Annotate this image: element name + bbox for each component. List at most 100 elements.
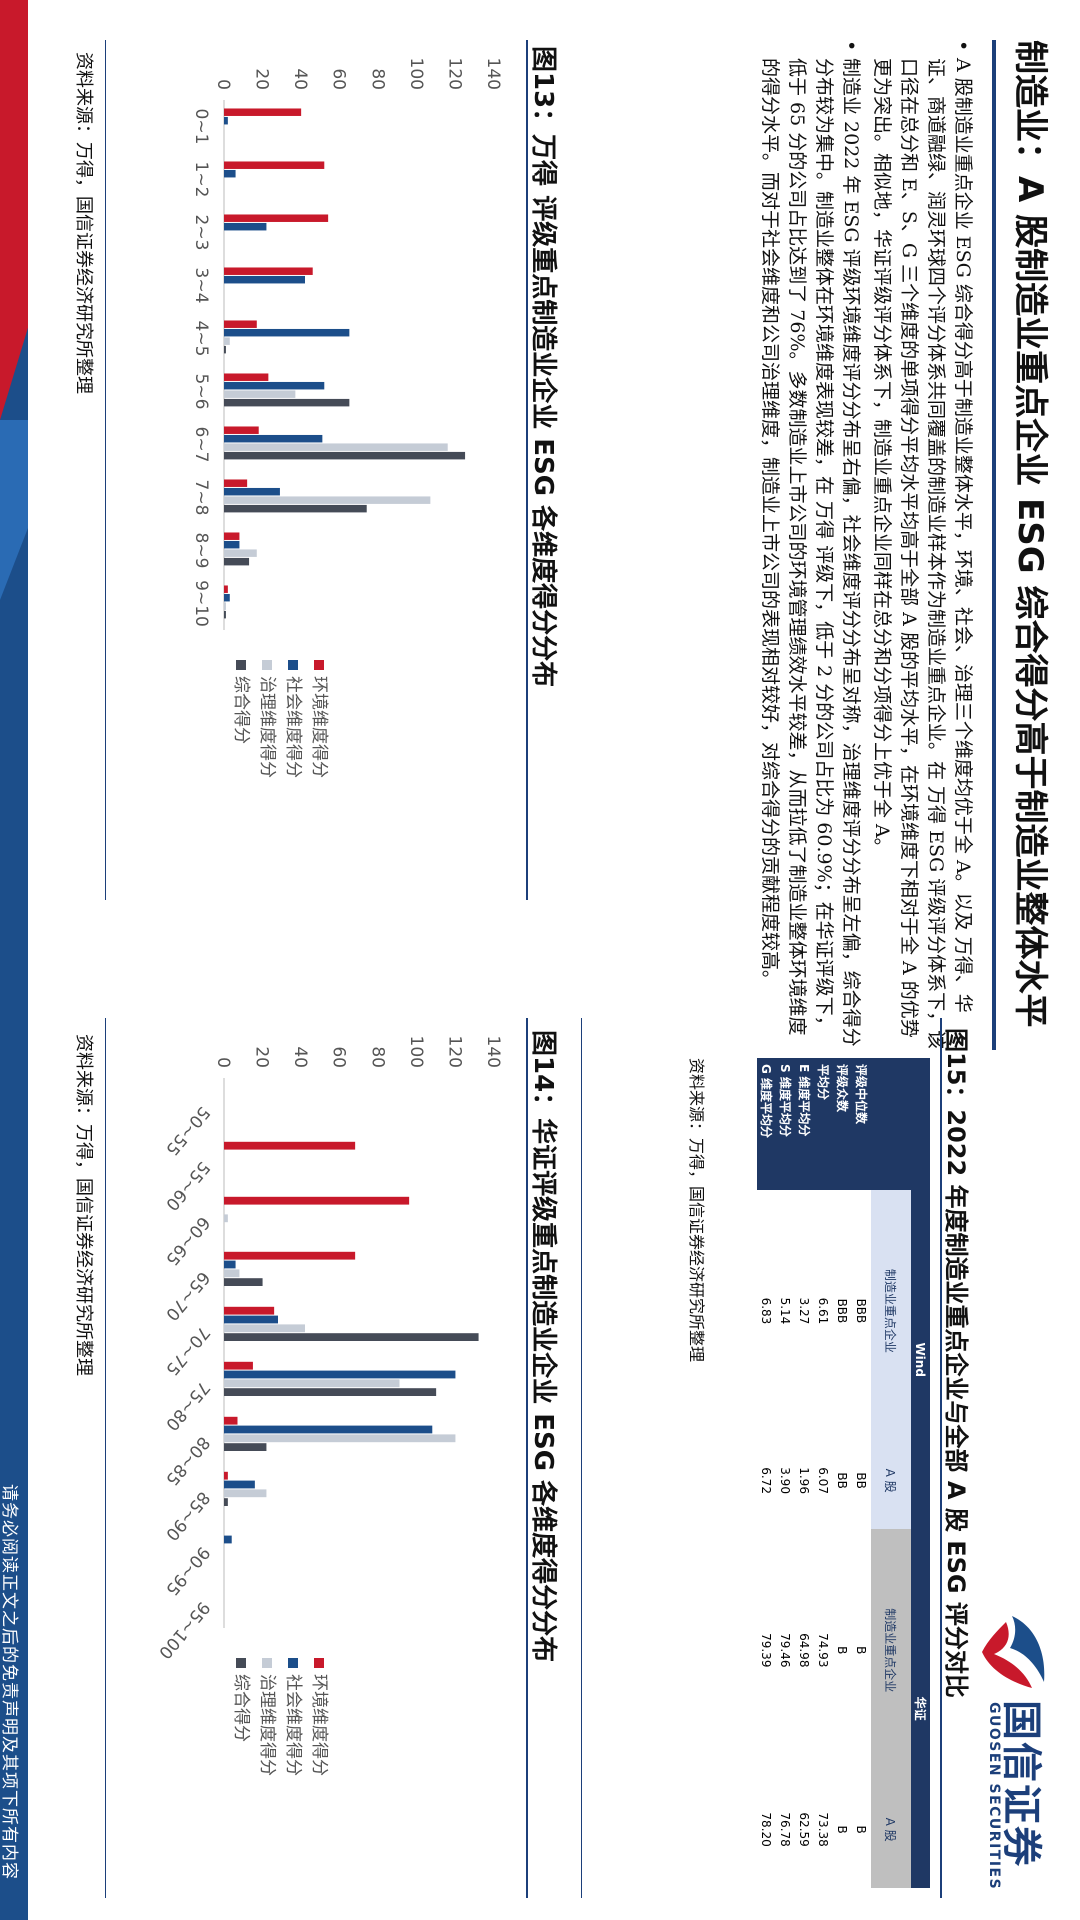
bar bbox=[224, 487, 280, 496]
bar bbox=[223, 108, 302, 116]
bar bbox=[224, 1370, 456, 1379]
bar bbox=[223, 532, 240, 540]
table-cell: B bbox=[854, 1646, 869, 1655]
table-cell: 78.20 bbox=[759, 1812, 774, 1847]
y-tick-label: 100 bbox=[406, 58, 426, 90]
bar bbox=[224, 1388, 437, 1397]
table-cell: 79.46 bbox=[778, 1633, 793, 1668]
table-subheader-row: 制造业重点企业 A 股 制造业重点企业 A 股 bbox=[871, 1058, 911, 1888]
bar bbox=[224, 1535, 232, 1544]
bar bbox=[224, 1324, 305, 1333]
y-tick-label: 140 bbox=[483, 58, 503, 90]
fig14-title: 图14：华证评级重点制造业企业 ESG 各维度得分分布 bbox=[528, 1030, 558, 1663]
bar bbox=[223, 540, 240, 549]
bar bbox=[224, 585, 228, 593]
bar bbox=[224, 390, 296, 398]
table-cell: 73.38 bbox=[816, 1812, 831, 1847]
table-cell: 6.61 bbox=[816, 1297, 831, 1325]
fig13-chart: 0 20 40 60 80 100 120 140 0~1 1~2 2~3 3~4 4~5 5~6 6~7 7… bbox=[191, 58, 503, 778]
bar bbox=[224, 116, 228, 125]
table-row: 评级众数 BBB BB B B bbox=[833, 1058, 852, 1888]
legend-label: 综合得分 bbox=[231, 1674, 251, 1742]
y-tick-label: 0 bbox=[213, 1057, 233, 1068]
bar bbox=[224, 1434, 456, 1443]
bullet-2: 制造业 2022 年 ESG 评级环境维度评分分布呈右偏，社会维度评分分布呈对称… bbox=[756, 40, 864, 1050]
legend-swatch bbox=[262, 1658, 272, 1668]
bar bbox=[224, 328, 350, 337]
table-row: G 维度平均分 6.83 6.72 79.39 78.20 bbox=[757, 1058, 776, 1888]
bar bbox=[224, 275, 305, 284]
bar bbox=[223, 320, 257, 328]
bar bbox=[223, 222, 267, 231]
legend-label: 社会维度得分 bbox=[283, 676, 303, 778]
bar bbox=[224, 1278, 263, 1287]
bar bbox=[224, 381, 325, 390]
legend-label: 社会维度得分 bbox=[283, 1674, 303, 1776]
x-tick-label: 0~1 bbox=[191, 109, 211, 145]
bar bbox=[223, 549, 257, 557]
disclaimer-text: 请务必阅读正文之后的免责声明及其项下所有内容 bbox=[0, 1484, 19, 1880]
table-row-label: E 维度平均分 bbox=[795, 1058, 814, 1190]
y-tick-label: 40 bbox=[290, 1046, 310, 1068]
bar bbox=[223, 345, 226, 354]
x-tick-label: 80~85 bbox=[161, 1432, 213, 1489]
table-row: 评级中位数 BBB BB B B bbox=[852, 1058, 871, 1888]
bar bbox=[224, 1498, 228, 1507]
x-tick-label: 60~65 bbox=[161, 1212, 213, 1269]
table-col-wind-a: A 股 bbox=[871, 1431, 911, 1530]
table-cell: BBB bbox=[835, 1298, 850, 1324]
legend-swatch bbox=[314, 660, 324, 670]
table-cell: 1.96 bbox=[797, 1467, 812, 1494]
fig13-bottom-rule bbox=[105, 40, 106, 900]
bar bbox=[224, 1315, 278, 1324]
fig13-title: 图13：万得 评级重点制造业企业 ESG 各维度得分分布 bbox=[528, 46, 558, 688]
y-tick-label: 80 bbox=[367, 1046, 387, 1068]
bar bbox=[224, 1379, 400, 1388]
bar bbox=[224, 1333, 479, 1342]
y-tick-label: 120 bbox=[444, 1036, 464, 1068]
table-cell: 6.83 bbox=[759, 1297, 774, 1325]
bar bbox=[224, 169, 236, 178]
table-row-label: 评级中位数 bbox=[852, 1058, 871, 1190]
bar bbox=[223, 602, 226, 610]
y-tick-label: 100 bbox=[406, 1036, 426, 1068]
table-cell: B bbox=[835, 1646, 850, 1655]
bar bbox=[223, 479, 248, 487]
table-row: E 维度平均分 3.27 1.96 64.98 62.59 bbox=[795, 1058, 814, 1888]
x-tick-label: 65~70 bbox=[161, 1267, 213, 1324]
fig14-source: 资料来源：万得，国信证券经济研究所整理 bbox=[73, 1034, 94, 1376]
bullet-1: A 股制造业重点企业 ESG 综合得分高于制造业整体水平，环境、社会、治理三个维… bbox=[868, 40, 976, 1050]
bar bbox=[224, 426, 259, 434]
logo-mark-icon bbox=[982, 1616, 1045, 1688]
table-cell: 3.90 bbox=[778, 1467, 793, 1494]
table-cell: BB bbox=[854, 1472, 869, 1489]
x-tick-label: 70~75 bbox=[161, 1322, 213, 1379]
footer-blue-wedge bbox=[0, 420, 28, 600]
bar bbox=[224, 1214, 228, 1223]
bar bbox=[224, 451, 466, 460]
x-tick-label: 95~100 bbox=[154, 1597, 213, 1662]
x-tick-label: 6~7 bbox=[191, 427, 211, 463]
table-cell: 62.59 bbox=[797, 1812, 812, 1847]
bar bbox=[223, 1361, 253, 1370]
fig15-bottom-rule bbox=[581, 1018, 582, 1898]
bar bbox=[224, 434, 323, 443]
footer-red-wedge bbox=[0, 0, 28, 420]
table-col-wind-core: 制造业重点企业 bbox=[871, 1190, 911, 1432]
table-cell: 74.93 bbox=[816, 1633, 831, 1668]
bar bbox=[223, 496, 431, 504]
x-tick-label: 4~5 bbox=[191, 321, 211, 357]
bar bbox=[224, 443, 448, 451]
legend-label: 治理维度得分 bbox=[257, 676, 277, 778]
legend-swatch bbox=[288, 660, 298, 670]
y-tick-label: 120 bbox=[444, 58, 464, 90]
table-group-wind: Wind bbox=[913, 1342, 928, 1377]
legend-swatch bbox=[314, 1658, 324, 1668]
y-tick-label: 20 bbox=[252, 68, 272, 90]
fig15-table: Wind 华证 制造业重点企业 A 股 制造业重点企业 A 股 评级中位数 BBB… bbox=[757, 1058, 930, 1888]
x-tick-label: 1~2 bbox=[191, 162, 211, 198]
bar bbox=[223, 337, 230, 345]
legend-label: 环境维度得分 bbox=[309, 676, 329, 778]
table-col-hz-a: A 股 bbox=[871, 1771, 911, 1888]
bar bbox=[223, 1306, 275, 1315]
